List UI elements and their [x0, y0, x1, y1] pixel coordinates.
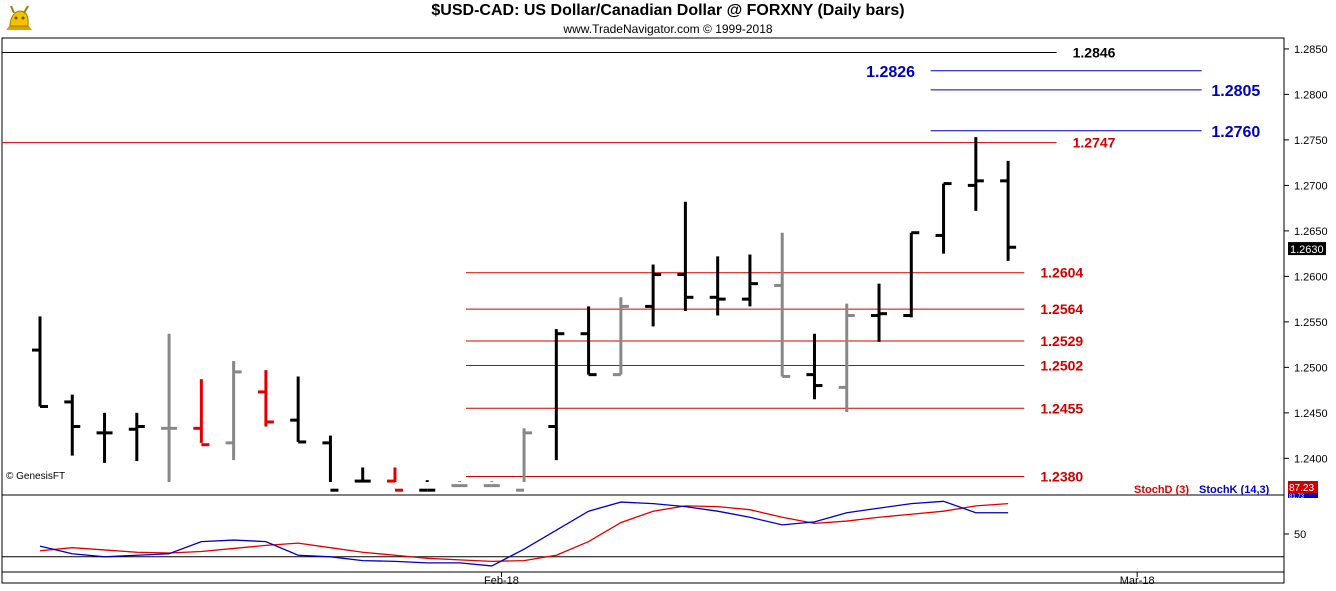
level-label: 1.2604: [1040, 265, 1083, 281]
level-label: 1.2747: [1073, 135, 1116, 151]
stoch-d-value: 87.23: [1289, 483, 1314, 494]
ohlc-bar: [193, 379, 210, 447]
ohlc-bar: [128, 412, 145, 462]
ohlc-bar: [580, 306, 597, 377]
ohlc-bar: [1000, 160, 1017, 261]
stoch-k-badge: [1288, 493, 1318, 498]
ohlc-bar: [96, 412, 113, 463]
chart-frame: [1, 37, 1285, 584]
price-tick-label: 1.2650: [1294, 226, 1328, 238]
date-tick-label: Feb-18: [484, 575, 519, 587]
price-tick-label: 1.2750: [1294, 135, 1328, 147]
ohlc-bar: [838, 303, 855, 412]
ohlc-bar: [322, 435, 339, 492]
price-levels: 1.2846 1.2826 1.2805 1.2760 1.2747 1.2604 1.25…: [2, 45, 1260, 485]
level-label: 1.2380: [1040, 469, 1083, 485]
stoch-d-label: StochD (3): [1134, 484, 1189, 496]
price-tick-label: 1.2600: [1294, 271, 1328, 283]
ohlc-bar: [225, 360, 242, 461]
watermark: © GenesisFT: [6, 471, 65, 482]
ohlc-bar: [677, 201, 694, 311]
ohlc-bar: [903, 231, 920, 318]
stoch-line: [39, 502, 1009, 563]
ohlc-bar: [935, 182, 952, 254]
ohlc-bar: [451, 481, 468, 488]
ohlc-bar: [645, 264, 662, 327]
ohlc-bar: [483, 481, 500, 488]
ohlc-bar: [354, 467, 371, 483]
ohlc-bars: [32, 137, 1017, 492]
date-tick-label: Mar-18: [1120, 575, 1155, 587]
ohlc-bar: [612, 297, 629, 377]
stoch-d-badge: [1288, 481, 1318, 493]
price-tick-label: 1.2400: [1294, 453, 1328, 465]
ohlc-bar: [64, 394, 81, 456]
ohlc-bar: [257, 370, 274, 427]
date-axis: Feb-18 Mar-18: [484, 572, 1155, 587]
ohlc-bar: [967, 137, 984, 211]
stoch-k-value: 81.73: [1289, 494, 1305, 500]
price-tick-label: 1.2450: [1294, 408, 1328, 420]
ohlc-bar: [709, 256, 726, 316]
level-label: 1.2564: [1040, 301, 1083, 317]
price-tick-label: 1.2500: [1294, 362, 1328, 374]
ohlc-bar: [161, 333, 178, 482]
ohlc-bar: [871, 283, 888, 342]
stoch-k-label: StochK (14,3): [1199, 484, 1270, 496]
last-price-label: 1.2630: [1290, 244, 1324, 256]
plot-border: [1, 37, 1285, 584]
price-tick-label: 1.2800: [1294, 89, 1328, 101]
level-label: 1.2826: [866, 64, 915, 81]
price-tick-label: 1.2850: [1294, 44, 1328, 56]
price-axis: 1.2400 1.2450 1.2500 1.2550 1.2600 1.2650 1.27…: [6, 44, 1328, 482]
level-label: 1.2529: [1040, 333, 1083, 349]
level-label: 1.2455: [1040, 400, 1083, 416]
stoch-tick-label: 50: [1294, 529, 1306, 541]
chart-subtitle: www.TradeNavigator.com © 1999-2018: [563, 22, 773, 36]
ohlc-bar: [419, 480, 436, 492]
ohlc-bar: [386, 467, 403, 492]
ohlc-bar: [741, 254, 758, 307]
level-label: 1.2846: [1073, 45, 1116, 61]
last-price-badge: [1288, 242, 1326, 256]
ohlc-bar: [806, 333, 823, 400]
chart-title: $USD-CAD: US Dollar/Canadian Dollar @ FO…: [431, 2, 905, 19]
ohlc-bar: [548, 329, 565, 461]
level-label: 1.2805: [1211, 83, 1260, 100]
price-tick-label: 1.2700: [1294, 180, 1328, 192]
price-tick-label: 1.2550: [1294, 317, 1328, 329]
level-label: 1.2760: [1211, 124, 1260, 141]
stoch-line: [39, 500, 1009, 567]
ohlc-bar: [516, 428, 533, 492]
gold-bull-logo-icon: [2, 2, 36, 36]
level-label: 1.2502: [1040, 358, 1083, 374]
ohlc-bar: [32, 316, 48, 408]
ohlc-bar: [774, 232, 791, 378]
ohlc-bar: [290, 376, 307, 444]
